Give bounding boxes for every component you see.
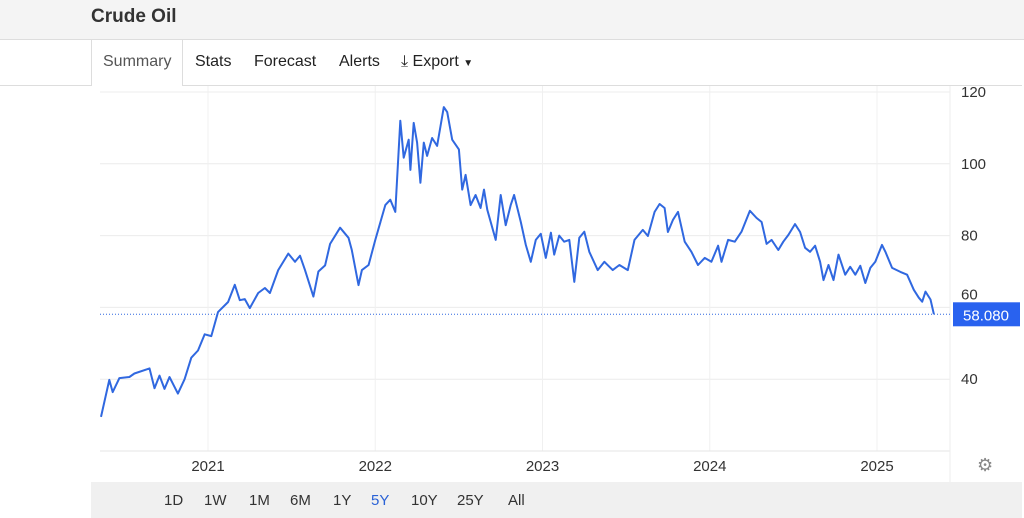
range-1d[interactable]: 1D [164, 492, 184, 509]
range-6m[interactable]: 6M [290, 492, 311, 509]
range-10y[interactable]: 10Y [411, 492, 438, 509]
tab-bar: Summary Stats Forecast Alerts ⤓ Export ▼ [91, 40, 1022, 86]
tab-forecast[interactable]: Forecast [254, 53, 317, 70]
export-label: Export [412, 53, 459, 70]
y-tick-label: 80 [961, 228, 978, 245]
x-tick-label: 2022 [359, 458, 392, 475]
y-tick-label: 40 [961, 371, 978, 388]
tab-stats[interactable]: Stats [195, 53, 232, 70]
range-5y[interactable]: 5Y [371, 492, 390, 509]
y-tick-label: 100 [961, 156, 986, 173]
settings-gear-icon[interactable]: ⚙ [977, 455, 994, 475]
y-tick-label: 120 [961, 84, 986, 101]
x-tick-label: 2023 [526, 458, 559, 475]
page-title: Crude Oil [91, 6, 177, 27]
download-icon: ⤓ [401, 53, 409, 70]
range-selector: 1D 1W 1M 6M 1Y 5Y 10Y 25Y All [91, 482, 1022, 518]
range-25y[interactable]: 25Y [457, 492, 484, 509]
range-1w[interactable]: 1W [204, 492, 227, 509]
range-1y[interactable]: 1Y [333, 492, 352, 509]
y-tick-label: 60 [961, 286, 978, 303]
price-series-line [100, 106, 935, 418]
price-chart[interactable]: 40 60 80 100 120 2021 2022 2023 2024 2025 58.080 [0, 0, 1024, 482]
divider [0, 85, 91, 86]
x-tick-label: 2021 [191, 458, 224, 475]
current-price-badge [953, 302, 1020, 327]
tab-export[interactable]: ⤓ Export ▼ [401, 40, 473, 85]
x-tick-label: 2025 [860, 458, 893, 475]
caret-down-icon: ▼ [463, 58, 474, 69]
range-1m[interactable]: 1M [249, 492, 270, 509]
header-bar: Crude Oil [0, 0, 1024, 40]
x-tick-label: 2024 [693, 458, 726, 475]
range-all[interactable]: All [508, 492, 525, 509]
tab-alerts[interactable]: Alerts [339, 53, 380, 70]
tab-summary[interactable]: Summary [91, 40, 184, 86]
current-price-label: 58.080 [963, 307, 1009, 324]
